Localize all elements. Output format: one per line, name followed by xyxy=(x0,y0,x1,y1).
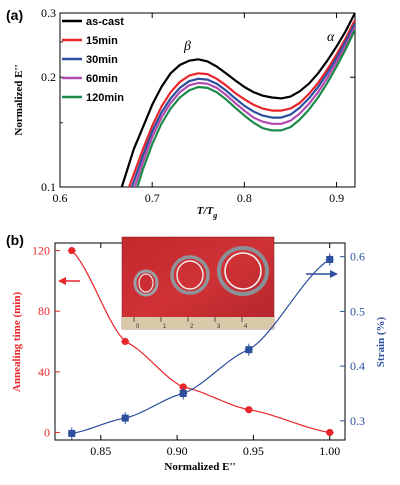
x-tick-label-a: 0.7 xyxy=(145,191,160,205)
series-line-30min xyxy=(130,22,355,187)
data-point-Annealing time xyxy=(326,428,334,437)
x-tick-label-a: 0.8 xyxy=(237,191,252,205)
panel-label-a: (a) xyxy=(6,7,23,23)
xlabel-a: T/Tg xyxy=(197,205,218,220)
axis-ticks-a: 0.6 0.7 0.8 0.9 0.1 0.2 0.3 xyxy=(41,6,355,205)
legend-label-60min: 60min xyxy=(86,73,118,85)
ylabel-right-b: Strain (%) xyxy=(375,316,387,367)
series-lines-a xyxy=(120,13,355,187)
chart-panel-b: (b) 0.85 0.90 0.95 1.00040801200.30.40.50.6… xyxy=(6,232,387,473)
legend-a: as-cast 15min 30min 60min 120min xyxy=(62,16,124,104)
y-left-tick-label-b: 120 xyxy=(32,244,50,258)
ruler-tick-label: 3 xyxy=(217,324,221,330)
series-line-15min xyxy=(128,19,355,187)
xlabel-b: Normalized E'' xyxy=(164,461,235,473)
panel-label-b: (b) xyxy=(6,232,24,248)
alpha-annotation: α xyxy=(327,30,335,45)
ring-large xyxy=(217,246,269,296)
ylabel-a: Normalized E'' xyxy=(13,64,25,135)
y-left-tick-label-b: 40 xyxy=(38,365,50,379)
inset-photo: 0 1 2 3 4 xyxy=(121,236,275,330)
inset-photo-background xyxy=(121,236,275,330)
series-b xyxy=(67,246,334,440)
plot-frame-a xyxy=(59,12,356,188)
ruler-tick-label: 1 xyxy=(163,324,167,330)
series-line-as-cast xyxy=(120,13,355,187)
fit-curve-Strain xyxy=(71,258,331,434)
y-tick-label-a: 0.2 xyxy=(41,70,56,84)
inset-ruler xyxy=(122,317,274,329)
y-tick-label-a: 0.1 xyxy=(41,180,56,194)
ring-small xyxy=(133,269,159,297)
series-line-60min xyxy=(133,26,355,187)
xlabel-a-main: T/T xyxy=(197,205,215,217)
left-axis-arrow xyxy=(58,277,80,285)
data-point-Annealing time xyxy=(68,246,76,255)
xlabel-a-sub: g xyxy=(212,211,217,220)
ring-medium xyxy=(170,255,210,295)
legend-label-as-cast: as-cast xyxy=(86,16,124,28)
right-axis-arrow xyxy=(306,270,338,278)
fit-curve-Annealing time xyxy=(71,250,330,433)
series-line-120min xyxy=(136,29,355,187)
legend-label-120min: 120min xyxy=(86,92,124,104)
x-tick-label-b: 0.90 xyxy=(167,444,188,458)
ruler-tick-label: 0 xyxy=(136,324,140,330)
x-tick-label-b: 1.00 xyxy=(319,444,340,458)
y-right-tick-label-b: 0.4 xyxy=(350,359,365,373)
data-point-Annealing time xyxy=(245,406,253,414)
y-left-tick-label-b: 80 xyxy=(38,304,50,318)
data-point-Annealing time xyxy=(179,383,187,391)
chart-panel-a: (a) 0.6 0.7 0.8 0.9 0.1 0.2 0.3 β α as-cast 15m… xyxy=(6,6,356,220)
ruler-ticks: 0 1 2 3 4 xyxy=(133,317,248,330)
x-tick-label-b: 0.85 xyxy=(90,444,111,458)
x-tick-label-b: 0.95 xyxy=(243,444,264,458)
data-point-Annealing time xyxy=(121,337,129,346)
y-right-tick-label-b: 0.5 xyxy=(350,304,365,318)
x-tick-label-a: 0.6 xyxy=(53,191,68,205)
ruler-tick-label: 4 xyxy=(244,324,248,330)
ruler-tick-label: 2 xyxy=(190,324,194,330)
ylabel-left-b: Annealing time (min) xyxy=(11,292,23,393)
y-left-tick-label-b: 0 xyxy=(44,425,50,439)
legend-label-30min: 30min xyxy=(86,54,118,66)
y-right-tick-label-b: 0.6 xyxy=(350,250,365,264)
legend-label-15min: 15min xyxy=(86,35,118,47)
y-right-tick-label-b: 0.3 xyxy=(350,414,365,428)
x-tick-label-a: 0.9 xyxy=(329,191,344,205)
y-tick-label-a: 0.3 xyxy=(41,6,56,20)
beta-annotation: β xyxy=(183,39,191,54)
